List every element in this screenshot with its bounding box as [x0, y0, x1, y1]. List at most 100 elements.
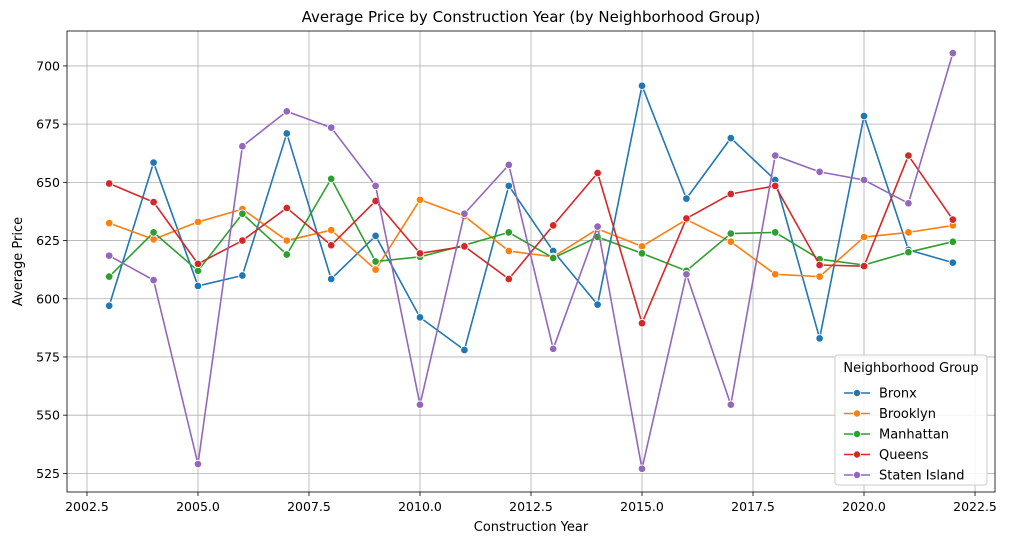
legend-label: Queens	[879, 448, 929, 463]
data-point-staten-island	[326, 123, 336, 132]
data-point-queens	[726, 189, 736, 199]
data-point-staten-island	[238, 141, 247, 151]
data-point-queens	[238, 236, 247, 245]
data-point-bronx	[726, 133, 736, 143]
data-point-brooklyn	[726, 237, 736, 246]
data-point-staten-island	[593, 222, 602, 231]
data-point-brooklyn	[104, 218, 114, 228]
y-tick-label: 625	[36, 233, 60, 248]
data-point-staten-island	[770, 151, 780, 160]
data-point-bronx	[371, 231, 380, 241]
data-point-brooklyn	[770, 270, 780, 279]
legend-label: Bronx	[879, 387, 917, 402]
data-point-manhattan	[904, 247, 913, 257]
series-line-queens	[108, 154, 954, 324]
data-point-queens	[815, 260, 824, 270]
data-point-queens	[770, 181, 780, 191]
data-point-queens	[149, 197, 158, 207]
data-point-brooklyn	[504, 246, 514, 256]
x-tick-label: 2002.5	[65, 499, 109, 514]
legend-label: Brooklyn	[879, 407, 936, 422]
legend-items: Bronx Brooklyn Manhattan Queens Staten Islan…	[844, 387, 964, 484]
data-point-bronx	[504, 181, 514, 191]
legend-label: Manhattan	[879, 428, 949, 443]
x-tick-label: 2015.0	[620, 499, 664, 514]
x-tick-label: 2017.5	[731, 499, 775, 514]
data-point-manhattan	[326, 174, 336, 184]
data-point-queens	[948, 215, 958, 224]
data-point-queens	[460, 242, 469, 251]
data-point-staten-island	[371, 181, 380, 191]
data-point-bronx	[593, 300, 602, 309]
x-tick-label: 2022.5	[953, 499, 997, 514]
data-point-bronx	[193, 281, 203, 291]
series-line-staten-island	[108, 52, 954, 470]
data-point-queens	[593, 168, 602, 178]
data-point-staten-island	[415, 400, 425, 409]
y-tick-label: 575	[36, 349, 60, 364]
series-layer	[104, 48, 958, 473]
y-tick-label: 550	[36, 408, 60, 423]
data-point-bronx	[948, 258, 958, 267]
data-point-bronx	[104, 301, 114, 310]
legend-item-manhattan: Manhattan	[844, 428, 949, 443]
data-point-bronx	[238, 271, 247, 280]
x-axis-ticks: 2002.5 2005.0 2007.5 2010.0 2012.5 2015.0 2017…	[65, 492, 997, 514]
data-point-bronx	[282, 129, 292, 138]
data-point-brooklyn	[859, 232, 869, 242]
x-tick-label: 2007.5	[287, 499, 331, 514]
data-point-manhattan	[637, 249, 647, 258]
data-point-queens	[682, 214, 691, 223]
data-point-bronx	[415, 313, 425, 322]
data-point-manhattan	[104, 272, 114, 281]
x-tick-label: 2020.0	[842, 499, 886, 514]
y-axis-ticks: 525 550 575 600 625 650 675 700	[36, 58, 67, 481]
y-tick-label: 600	[36, 291, 60, 306]
data-point-queens	[193, 259, 203, 269]
legend-marker	[853, 470, 862, 479]
chart-title: Average Price by Construction Year (by N…	[302, 8, 761, 26]
data-point-queens	[415, 249, 425, 258]
data-point-queens	[548, 221, 558, 230]
data-point-queens	[326, 240, 336, 250]
data-point-queens	[104, 179, 114, 188]
y-tick-label: 525	[36, 466, 60, 481]
data-point-brooklyn	[149, 235, 158, 244]
series-staten-island	[104, 48, 958, 473]
data-point-manhattan	[548, 253, 558, 263]
y-tick-label: 675	[36, 117, 60, 132]
data-point-brooklyn	[371, 265, 380, 274]
data-point-manhattan	[149, 228, 158, 237]
legend-label: Staten Island	[879, 469, 964, 484]
data-point-brooklyn	[815, 272, 824, 281]
x-tick-label: 2005.0	[176, 499, 220, 514]
data-point-manhattan	[193, 266, 203, 276]
data-point-manhattan	[371, 257, 380, 266]
data-point-queens	[859, 261, 869, 271]
data-point-brooklyn	[415, 195, 425, 205]
data-point-staten-island	[904, 199, 913, 208]
data-point-bronx	[637, 81, 647, 90]
data-point-brooklyn	[637, 242, 647, 251]
series-queens	[104, 151, 958, 328]
data-point-bronx	[815, 334, 824, 343]
legend-item-staten-island: Staten Island	[844, 469, 964, 484]
x-tick-label: 2012.5	[509, 499, 553, 514]
data-point-staten-island	[104, 251, 114, 260]
legend-marker	[853, 429, 862, 438]
legend-title: Neighborhood Group	[843, 361, 978, 376]
data-point-staten-island	[548, 344, 558, 354]
data-point-bronx	[859, 111, 869, 121]
legend-item-queens: Queens	[844, 448, 929, 463]
data-point-bronx	[682, 194, 691, 203]
legend-item-brooklyn: Brooklyn	[844, 407, 936, 422]
data-point-queens	[904, 151, 913, 160]
data-point-staten-island	[504, 160, 514, 170]
data-point-staten-island	[460, 209, 469, 219]
x-axis-label: Construction Year	[474, 520, 589, 535]
legend-box	[834, 354, 988, 486]
data-point-bronx	[149, 158, 158, 167]
data-point-staten-island	[282, 107, 292, 116]
